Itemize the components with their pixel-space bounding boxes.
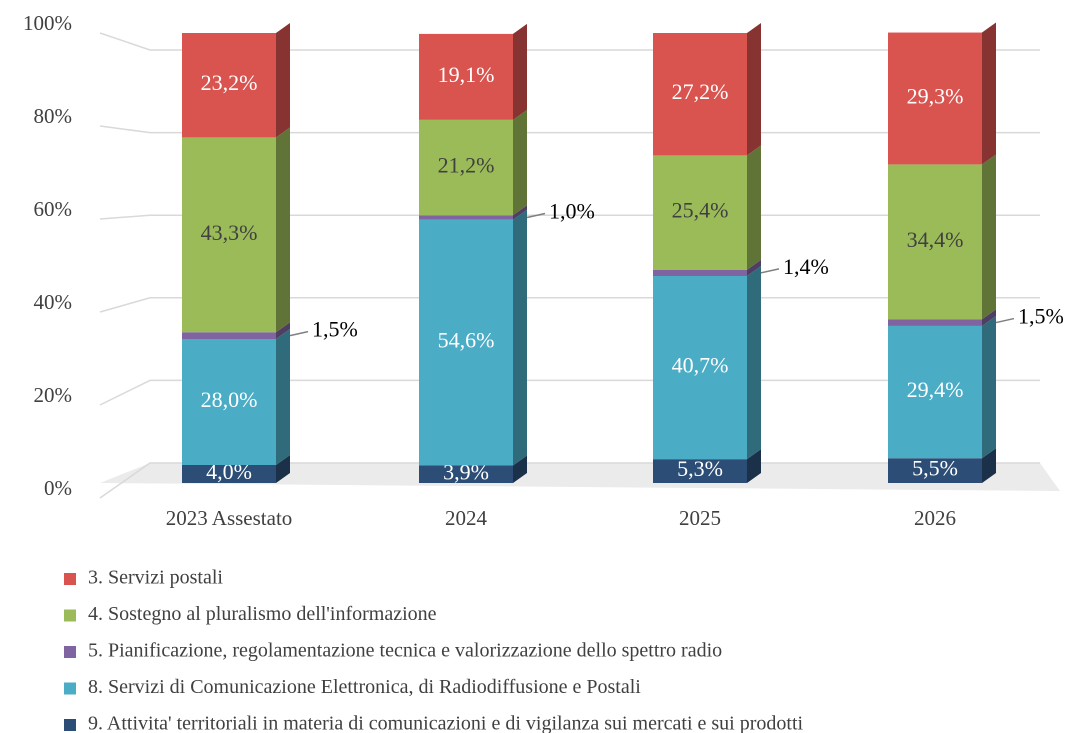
x-tick-label: 2024 — [445, 506, 488, 530]
legend-swatch — [64, 646, 76, 658]
bar-side — [276, 23, 290, 138]
bar-segment — [182, 137, 276, 333]
bar-segment — [653, 33, 747, 156]
data-label: 25,4% — [672, 198, 729, 223]
bar-side — [982, 309, 996, 326]
bar-segment — [182, 465, 276, 483]
legend-swatch — [64, 719, 76, 731]
data-label: 54,6% — [438, 328, 495, 353]
y-tick-label: 20% — [34, 383, 73, 407]
bar-segment — [182, 339, 276, 465]
bar-side — [747, 145, 761, 270]
x-tick-label: 2025 — [679, 506, 721, 530]
data-label: 5,3% — [677, 456, 723, 481]
bar-segment — [419, 119, 513, 216]
bar-segment — [653, 269, 747, 276]
bar-segment — [419, 219, 513, 466]
data-label: 29,4% — [907, 377, 964, 402]
bar-segment — [419, 465, 513, 483]
bar-side — [982, 315, 996, 459]
bar-segment — [888, 32, 982, 165]
bar-side — [747, 266, 761, 460]
data-label: 5,5% — [912, 456, 958, 481]
legend-label: 4. Sostegno al pluralismo dell'informazi… — [88, 603, 437, 625]
legend-label: 5. Pianificazione, regolamentazione tecn… — [88, 640, 722, 662]
y-tick-label: 100% — [23, 11, 72, 35]
leader-line — [760, 268, 780, 274]
bar-side — [982, 22, 996, 165]
data-label: 21,2% — [438, 153, 495, 178]
bar-side — [747, 449, 761, 483]
bar-segment — [182, 33, 276, 138]
data-label: 28,0% — [201, 387, 258, 412]
bar-side — [513, 23, 527, 120]
bar-side — [513, 205, 527, 220]
bar-segment — [888, 164, 982, 320]
data-label: 1,4% — [783, 254, 829, 279]
bar-side — [513, 209, 527, 466]
data-label: 19,1% — [438, 62, 495, 87]
bar-side — [982, 154, 996, 320]
bar-segment — [419, 33, 513, 120]
legend-swatch — [64, 609, 76, 622]
bar-segment — [888, 458, 982, 483]
data-label: 34,4% — [907, 227, 964, 252]
data-label: 1,5% — [312, 317, 358, 342]
leader-line — [995, 317, 1015, 324]
bar-side — [513, 455, 527, 483]
data-label: 23,2% — [201, 70, 258, 95]
bar-side — [747, 23, 761, 156]
leader-line — [526, 212, 546, 219]
bar-side — [747, 259, 761, 276]
bar-side — [276, 127, 290, 333]
bar-segment — [653, 459, 747, 483]
data-label: 40,7% — [672, 353, 729, 378]
bar-side — [276, 455, 290, 483]
y-tick-label: 80% — [34, 104, 73, 128]
bar-segment — [653, 155, 747, 270]
data-label: 29,3% — [907, 84, 964, 109]
bar-segment — [419, 215, 513, 220]
legend-label: 8. Servizi di Comunicazione Elettronica,… — [88, 676, 641, 698]
y-tick-label: 0% — [44, 476, 72, 500]
bar-side — [276, 322, 290, 339]
bar-segment — [888, 319, 982, 326]
y-tick-label: 60% — [34, 197, 73, 221]
legend-label: 3. Servizi postali — [88, 567, 223, 589]
leader-line — [289, 330, 309, 337]
bar-side — [276, 329, 290, 465]
bar-segment — [182, 332, 276, 339]
bar-side — [513, 109, 527, 216]
bar-segment — [888, 325, 982, 459]
x-tick-label: 2026 — [914, 506, 956, 530]
y-tick-label: 40% — [34, 290, 73, 314]
data-label: 43,3% — [201, 220, 258, 245]
data-label: 1,0% — [549, 199, 595, 224]
data-label: 1,5% — [1018, 304, 1064, 329]
legend-swatch — [64, 573, 76, 585]
bar-side — [982, 448, 996, 483]
legend-label: 9. Attivita' territoriali in materia di … — [88, 713, 804, 733]
data-label: 27,2% — [672, 79, 729, 104]
floor — [100, 463, 1060, 491]
x-tick-label: 2023 Assestato — [166, 506, 293, 530]
bar-segment — [653, 276, 747, 460]
legend-swatch — [64, 682, 76, 695]
